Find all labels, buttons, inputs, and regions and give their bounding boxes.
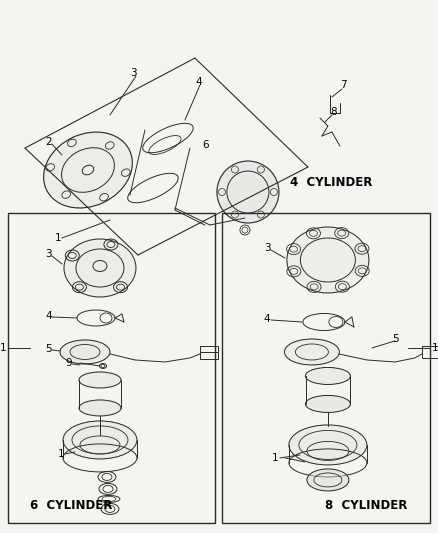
- Text: 3: 3: [45, 249, 52, 259]
- Text: 1: 1: [431, 343, 438, 353]
- Ellipse shape: [284, 339, 339, 365]
- Ellipse shape: [43, 132, 132, 208]
- Text: 9: 9: [65, 358, 71, 368]
- Bar: [199, 346, 217, 359]
- Ellipse shape: [216, 161, 278, 223]
- Text: 4: 4: [263, 314, 270, 324]
- Bar: [222, 213, 429, 523]
- Ellipse shape: [305, 395, 350, 413]
- Text: 5: 5: [45, 344, 52, 354]
- Ellipse shape: [79, 400, 121, 416]
- Ellipse shape: [288, 425, 366, 465]
- Text: 3: 3: [130, 68, 136, 78]
- Ellipse shape: [60, 340, 110, 364]
- Text: 6  CYLINDER: 6 CYLINDER: [30, 499, 112, 512]
- Text: 1: 1: [55, 233, 61, 243]
- Text: 7: 7: [339, 80, 346, 90]
- Text: 5: 5: [391, 334, 398, 344]
- Ellipse shape: [306, 469, 348, 491]
- Text: 1: 1: [58, 449, 64, 459]
- Text: 3: 3: [263, 243, 270, 253]
- Text: 4  CYLINDER: 4 CYLINDER: [289, 175, 371, 189]
- Text: 6: 6: [201, 140, 208, 150]
- Ellipse shape: [79, 372, 121, 388]
- Text: 4: 4: [194, 77, 201, 87]
- Text: 8: 8: [329, 107, 336, 117]
- Ellipse shape: [63, 421, 137, 459]
- Text: 1: 1: [0, 343, 7, 353]
- Ellipse shape: [286, 227, 368, 293]
- Ellipse shape: [64, 239, 136, 297]
- Text: 1: 1: [271, 453, 278, 463]
- Text: 2: 2: [45, 137, 52, 147]
- Bar: [421, 346, 438, 358]
- Bar: [8, 213, 215, 523]
- Text: 8  CYLINDER: 8 CYLINDER: [324, 499, 406, 512]
- Text: 4: 4: [45, 311, 52, 321]
- Ellipse shape: [305, 367, 350, 384]
